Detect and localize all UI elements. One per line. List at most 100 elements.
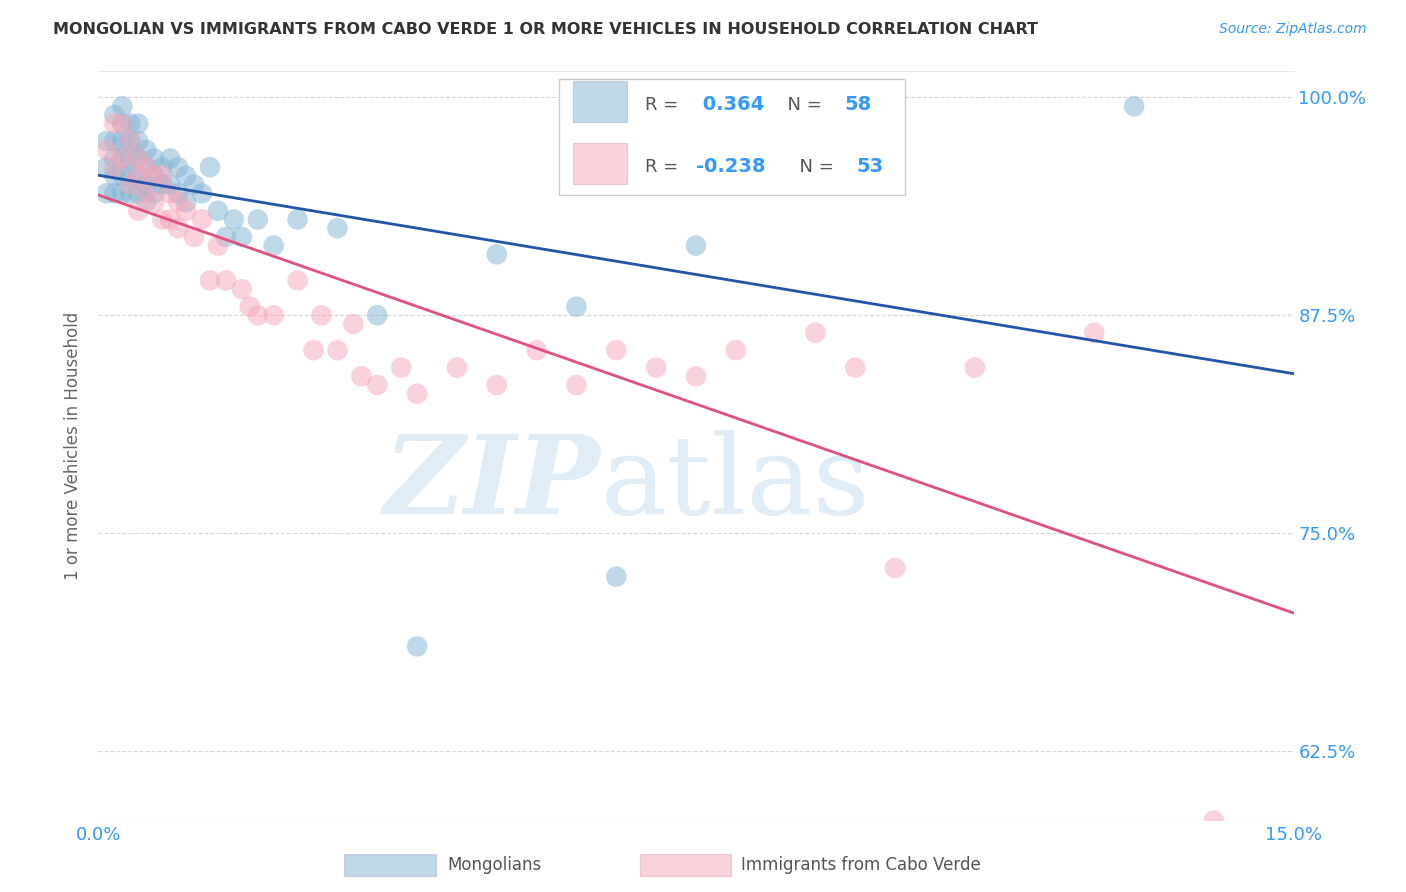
Point [135,160,157,174]
Point [1083,326,1105,340]
Point [111,152,134,166]
Point [135,143,157,157]
Point [150,212,173,227]
Point [231,282,253,296]
Point [263,308,285,322]
Point [120,152,142,166]
Point [565,300,588,314]
Point [111,169,134,183]
Point [127,203,149,218]
Point [605,570,627,584]
Point [565,378,588,392]
Point [302,343,325,358]
Point [111,117,134,131]
FancyBboxPatch shape [572,143,627,184]
Point [326,343,349,358]
Point [174,169,197,183]
Point [174,203,197,218]
Text: Source: ZipAtlas.com: Source: ZipAtlas.com [1219,22,1367,37]
FancyBboxPatch shape [572,81,627,122]
Point [103,134,125,148]
Point [127,117,149,131]
Point [111,99,134,113]
Point [342,317,364,331]
Point [350,369,373,384]
Point [963,360,986,375]
Point [446,360,468,375]
Point [222,212,245,227]
Point [246,212,269,227]
Point [135,195,157,210]
Text: ZIP: ZIP [384,430,600,537]
Point [159,178,181,192]
Text: 0.364: 0.364 [696,95,765,114]
Text: Immigrants from Cabo Verde: Immigrants from Cabo Verde [741,856,981,874]
Point [389,360,412,375]
Point [406,386,429,401]
Point [96,160,118,174]
Point [96,143,118,157]
Point [167,160,190,174]
Point [287,212,309,227]
Point [143,186,166,201]
Point [215,273,238,287]
Text: R =: R = [644,95,683,113]
Point [96,134,118,148]
Point [605,343,627,358]
Text: Mongolians: Mongolians [447,856,541,874]
Text: 58: 58 [844,95,872,114]
Point [120,178,142,192]
Text: N =: N = [787,158,839,176]
Point [111,117,134,131]
Point [120,134,142,148]
Point [287,273,309,287]
Point [215,230,238,244]
Point [207,203,229,218]
Point [127,134,149,148]
Point [150,160,173,174]
Text: atlas: atlas [600,430,870,537]
Point [406,640,429,654]
Point [159,212,181,227]
Point [1202,814,1225,828]
Point [844,360,866,375]
Point [174,195,197,210]
Point [143,195,166,210]
Point [167,221,190,235]
Text: -0.238: -0.238 [696,157,765,176]
Point [120,186,142,201]
Point [135,160,157,174]
Point [111,186,134,201]
Point [231,230,253,244]
Point [103,117,125,131]
Point [127,169,149,183]
Point [804,160,827,174]
Point [111,152,134,166]
Point [120,169,142,183]
Point [183,230,205,244]
Point [198,273,221,287]
Point [207,238,229,252]
Point [485,247,508,261]
Point [127,152,149,166]
Point [366,378,388,392]
Point [167,195,190,210]
Point [159,186,181,201]
Text: 53: 53 [856,157,883,176]
Point [263,238,285,252]
Point [183,178,205,192]
Point [103,160,125,174]
Point [127,169,149,183]
Point [111,134,134,148]
Point [366,308,388,322]
Point [239,300,262,314]
Point [804,326,827,340]
Y-axis label: 1 or more Vehicles in Household: 1 or more Vehicles in Household [65,312,83,580]
Point [135,186,157,201]
Point [103,108,125,122]
Point [150,169,173,183]
Point [127,186,149,201]
Point [167,186,190,201]
Point [724,343,747,358]
Point [150,178,173,192]
